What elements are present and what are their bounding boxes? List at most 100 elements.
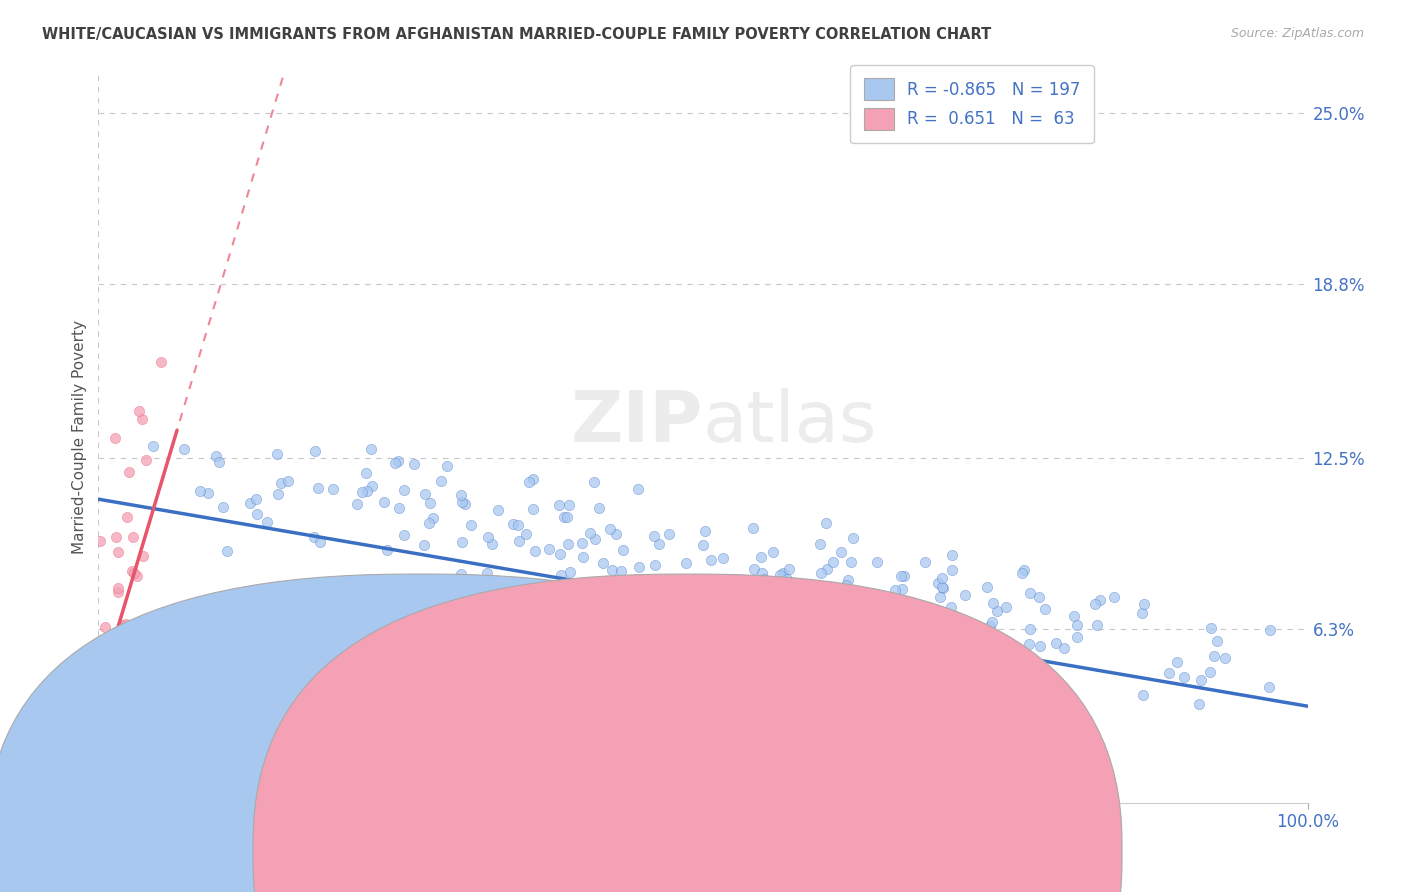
- Point: [107, 545, 129, 559]
- Point: [104, 431, 127, 445]
- Point: [555, 510, 578, 524]
- Point: [118, 465, 141, 479]
- Point: [450, 566, 472, 581]
- Point: [239, 495, 262, 509]
- Point: [550, 567, 572, 582]
- Point: [834, 624, 856, 638]
- Point: [475, 566, 498, 580]
- Point: [356, 484, 378, 499]
- Point: [387, 454, 409, 468]
- Point: [430, 475, 453, 489]
- Point: [97, 718, 120, 732]
- Point: [866, 611, 889, 625]
- Point: [125, 569, 148, 583]
- Point: [522, 502, 544, 516]
- Point: [122, 566, 145, 580]
- Point: [537, 542, 560, 557]
- Point: [211, 500, 233, 514]
- Point: [695, 573, 717, 587]
- Point: [89, 767, 111, 781]
- Point: [89, 701, 111, 715]
- Point: [588, 500, 610, 515]
- Point: [986, 603, 1008, 617]
- Point: [612, 543, 634, 558]
- Point: [502, 517, 524, 532]
- Point: [360, 442, 382, 456]
- Point: [741, 574, 763, 588]
- Point: [948, 665, 970, 679]
- Point: [91, 773, 114, 788]
- Point: [627, 482, 650, 496]
- Point: [839, 555, 862, 569]
- Point: [692, 606, 714, 620]
- Point: [204, 449, 226, 463]
- Point: [451, 495, 474, 509]
- Point: [599, 522, 621, 536]
- Text: atlas: atlas: [703, 388, 877, 457]
- Point: [582, 600, 605, 615]
- Point: [392, 528, 415, 542]
- Point: [215, 543, 238, 558]
- Point: [1166, 655, 1188, 669]
- Point: [976, 580, 998, 594]
- Text: ZIP: ZIP: [571, 388, 703, 457]
- Point: [884, 582, 907, 597]
- Point: [94, 695, 117, 709]
- Point: [354, 466, 377, 480]
- Point: [887, 610, 910, 624]
- Point: [94, 731, 117, 746]
- Point: [692, 538, 714, 552]
- Point: [373, 495, 395, 509]
- Point: [101, 749, 124, 764]
- Point: [820, 622, 842, 636]
- Point: [830, 544, 852, 558]
- Point: [91, 796, 114, 810]
- Point: [188, 483, 211, 498]
- Point: [837, 573, 859, 587]
- Point: [711, 551, 734, 566]
- Point: [149, 355, 172, 369]
- Point: [751, 566, 773, 581]
- Point: [107, 585, 129, 599]
- Point: [931, 571, 953, 585]
- Point: [98, 796, 121, 810]
- Point: [765, 607, 787, 621]
- Point: [932, 581, 955, 595]
- Point: [1130, 606, 1153, 620]
- Point: [93, 709, 115, 723]
- Point: [845, 605, 868, 619]
- Point: [1018, 637, 1040, 651]
- Point: [790, 619, 813, 633]
- Point: [115, 616, 138, 631]
- Point: [90, 713, 112, 727]
- Point: [572, 550, 595, 565]
- Point: [605, 527, 627, 541]
- Point: [872, 607, 894, 621]
- Point: [90, 796, 112, 810]
- Point: [941, 563, 963, 577]
- Point: [436, 458, 458, 473]
- Point: [97, 748, 120, 763]
- Point: [322, 483, 344, 497]
- Point: [815, 516, 838, 531]
- Point: [571, 535, 593, 549]
- Point: [927, 576, 949, 591]
- Point: [454, 497, 477, 511]
- Point: [346, 497, 368, 511]
- Point: [918, 602, 941, 616]
- Point: [115, 510, 138, 524]
- Point: [943, 608, 966, 623]
- Point: [91, 683, 114, 698]
- Point: [1205, 633, 1227, 648]
- Point: [941, 549, 963, 563]
- Point: [1258, 680, 1281, 694]
- Point: [804, 578, 827, 592]
- Point: [256, 515, 278, 529]
- Point: [1088, 592, 1111, 607]
- Point: [806, 648, 828, 662]
- Point: [891, 582, 914, 597]
- Point: [108, 765, 131, 780]
- Point: [835, 578, 858, 592]
- Point: [815, 562, 838, 576]
- Point: [932, 643, 955, 657]
